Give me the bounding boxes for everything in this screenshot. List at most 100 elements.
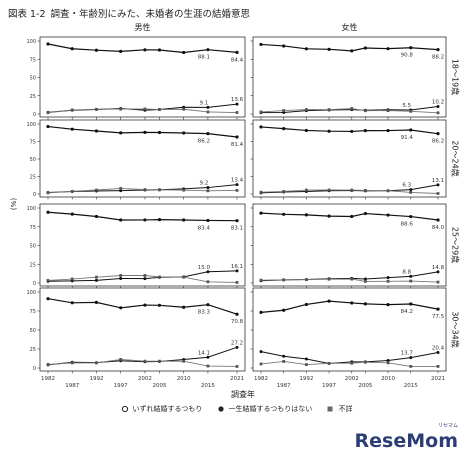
data-label-0-3: 13.6	[231, 97, 244, 103]
data-point-5-2-1	[282, 278, 286, 282]
data-point-2-2-7	[206, 189, 210, 193]
data-label-3-2: 6.3	[402, 183, 411, 189]
data-point-2-2-5	[158, 188, 161, 192]
data-point-3-2-4	[350, 188, 354, 192]
data-label-6-2: 14.1	[198, 350, 210, 356]
y-tick-label-4-3: 75	[30, 225, 36, 231]
data-point-7-2-2	[304, 363, 308, 366]
y-tick-label-0-0: 0	[33, 112, 36, 118]
x-tick-label-bottom-0-3: 2015	[201, 383, 215, 389]
panel-frame-1	[252, 36, 447, 118]
data-point-5-0-3	[327, 214, 331, 218]
data-point-1-2-3	[327, 108, 331, 112]
data-point-1-0-2	[304, 47, 308, 51]
data-point-0-0-4	[143, 48, 147, 52]
y-tick-label-0-2: 50	[30, 76, 36, 82]
data-point-6-2-8	[235, 365, 239, 368]
data-point-4-2-5	[158, 275, 161, 279]
legend-label-will-marry: いずれ結婚するつもり	[132, 405, 203, 413]
panel-frame-2	[39, 119, 246, 198]
legend-filled-circle-icon	[217, 406, 224, 412]
data-point-0-0-5	[157, 48, 162, 52]
data-point-0-0-8	[235, 50, 239, 54]
x-tick-label-top-0-1: 1992	[89, 376, 103, 382]
data-label-1-0: 90.8	[401, 53, 414, 59]
data-label-2-3: 13.4	[231, 178, 244, 184]
y-tick-label-2-1: 25	[30, 175, 36, 181]
data-label-0-0: 88.1	[198, 55, 210, 61]
data-point-6-2-4	[143, 359, 147, 363]
data-point-3-2-1	[282, 190, 286, 193]
data-label-4-1: 83.1	[231, 226, 243, 232]
data-point-7-0-6	[386, 303, 390, 307]
data-point-2-2-6	[182, 188, 186, 192]
data-point-7-2-4	[350, 361, 354, 365]
data-point-6-2-1	[70, 361, 74, 365]
data-point-6-2-0	[46, 363, 50, 366]
legend-item-unknown: 不詳	[326, 404, 352, 414]
x-tick-label-top-1-1: 1992	[299, 376, 313, 382]
data-label-3-1: 86.2	[432, 139, 444, 145]
data-point-3-0-0	[259, 125, 263, 129]
data-label-4-2: 15.0	[198, 265, 211, 271]
data-point-2-2-1	[70, 189, 74, 193]
data-point-3-2-5	[363, 189, 367, 192]
data-point-3-0-2	[304, 128, 308, 133]
y-tick-label-6-2: 50	[30, 328, 36, 334]
y-tick-label-0-1: 25	[30, 94, 36, 100]
data-point-1-0-7	[409, 46, 413, 50]
data-point-2-0-5	[157, 130, 162, 135]
panel-frame-4	[39, 203, 246, 287]
row-label-3: 30～34歳	[451, 311, 461, 347]
data-label-5-2: 8.8	[402, 269, 411, 275]
data-point-6-0-5	[157, 303, 162, 307]
data-point-0-2-0	[46, 111, 50, 115]
data-point-5-2-7	[409, 279, 413, 283]
data-point-3-1-8	[436, 183, 440, 187]
data-point-5-0-7	[409, 214, 413, 219]
data-point-3-0-1	[282, 127, 286, 131]
data-point-2-1-8	[235, 183, 239, 187]
x-tick-label-top-1-4: 2021	[431, 376, 445, 382]
data-point-5-0-4	[350, 214, 354, 219]
column-header-1: 女性	[342, 22, 358, 32]
data-point-7-2-8	[436, 365, 440, 368]
row-label-2: 25～29歳	[451, 227, 461, 263]
data-point-0-0-6	[182, 50, 186, 55]
data-label-4-0: 83.4	[198, 225, 211, 231]
data-point-1-0-0	[259, 42, 263, 47]
data-point-1-0-8	[436, 48, 440, 52]
data-point-0-0-2	[94, 48, 99, 52]
data-point-5-0-5	[363, 211, 367, 216]
x-tick-label-top-0-4: 2021	[230, 376, 244, 382]
data-point-5-2-3	[327, 277, 331, 281]
y-tick-label-4-0: 0	[33, 281, 36, 287]
data-point-5-2-5	[363, 280, 367, 283]
y-tick-label-6-3: 75	[30, 309, 36, 315]
data-point-0-0-1	[70, 47, 74, 51]
data-point-4-0-3	[119, 218, 123, 222]
data-point-1-0-6	[386, 47, 390, 51]
data-point-2-1-3	[119, 189, 123, 193]
data-point-6-0-0	[46, 297, 50, 301]
legend-label-unknown: 不詳	[338, 405, 353, 413]
data-point-1-2-1	[282, 109, 286, 112]
data-point-3-0-6	[386, 128, 390, 133]
data-point-6-0-1	[70, 301, 74, 305]
data-point-7-1-0	[259, 350, 263, 354]
data-point-7-0-5	[363, 302, 367, 306]
data-point-2-0-8	[235, 135, 239, 139]
data-point-1-0-1	[282, 44, 286, 48]
data-point-1-2-0	[259, 110, 263, 114]
data-label-6-3: 27.2	[231, 340, 243, 346]
data-point-5-1-8	[436, 270, 440, 274]
data-point-0-2-4	[143, 107, 147, 111]
data-point-7-1-1	[282, 354, 286, 358]
x-tick-label-top-0-3: 2010	[177, 376, 191, 382]
data-point-7-1-2	[304, 357, 308, 361]
panel-frame-5	[252, 203, 447, 287]
data-point-6-1-8	[235, 345, 239, 349]
data-point-7-2-7	[409, 365, 413, 368]
data-point-5-0-6	[386, 213, 390, 217]
data-point-0-2-3	[119, 107, 123, 111]
